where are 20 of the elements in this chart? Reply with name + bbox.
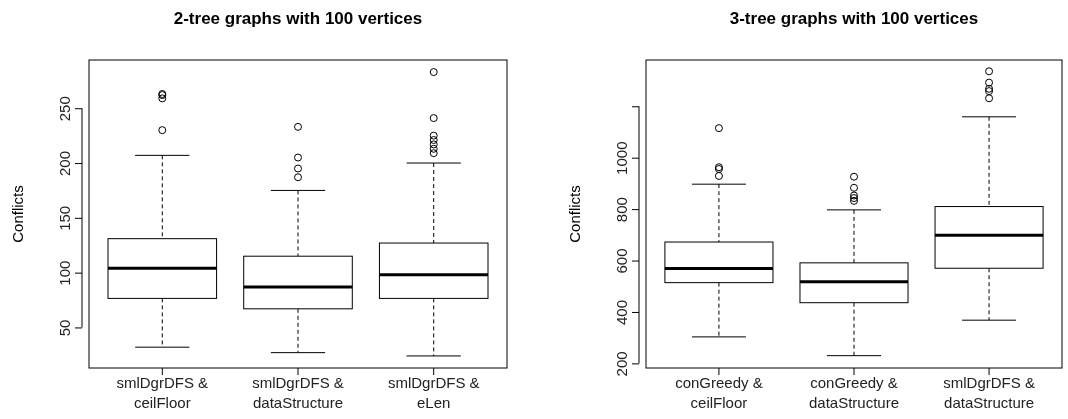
y-tick-label: 1000 [613, 141, 630, 175]
x-tick-label: smlDgrDFS & dataStructure [252, 374, 344, 411]
y-tick-label: 150 [56, 205, 73, 231]
x-tick-label: conGreedy & dataStructure [808, 374, 900, 411]
y-tick-label: 200 [613, 351, 630, 377]
x-tick-label: smlDgrDFS & ceilFloor [116, 374, 209, 411]
y-tick-label: 200 [56, 151, 73, 177]
y-tick-label: 100 [56, 260, 73, 286]
x-tick-label: conGreedy & ceilFloor [675, 374, 763, 411]
y-tick-label: 800 [613, 197, 630, 223]
x-tick-label: smlDgrDFS & dataStructure [943, 374, 1035, 411]
chart-title: 2-tree graphs with 100 vertices [173, 9, 423, 28]
y-tick-label: 250 [56, 96, 73, 122]
y-tick-label: 400 [613, 299, 630, 325]
y-tick-label: 600 [613, 248, 630, 274]
y-axis-title: Conflicts [9, 185, 26, 243]
y-tick-label: 50 [56, 319, 73, 337]
y-axis-title: Conflicts [566, 185, 583, 243]
chart-title: 3-tree graphs with 100 vertices [729, 9, 979, 28]
x-tick-label: smlDgrDFS & eLen [387, 374, 480, 411]
